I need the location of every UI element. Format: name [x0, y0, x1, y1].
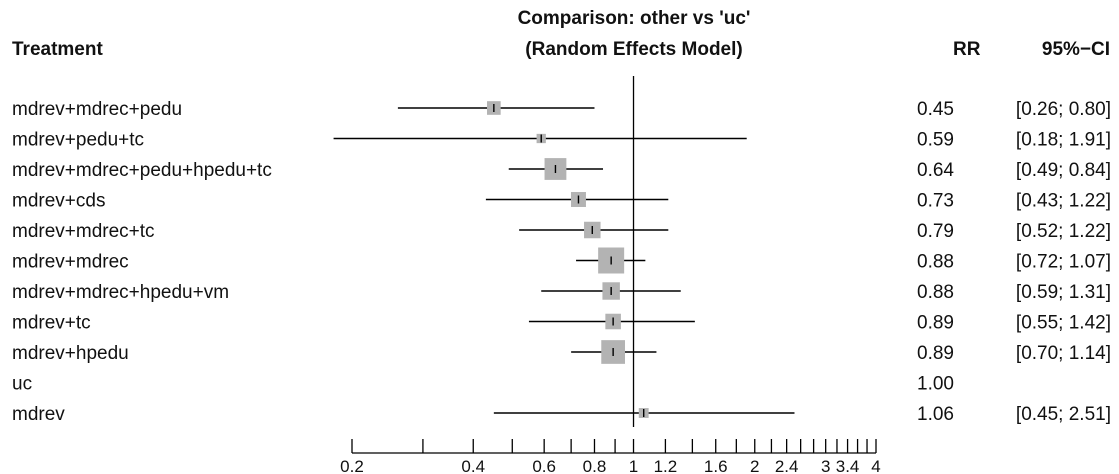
ci-value: [0.18; 1.91]	[1016, 130, 1111, 151]
forest-row: mdrev+pedu+tc 0.59 [0.18; 1.91]	[12, 130, 1111, 151]
x-tick-label: 0.6	[532, 457, 556, 474]
x-tick-label: 3	[821, 457, 830, 474]
x-tick-label: 0.4	[461, 457, 485, 474]
ci-value: [0.49; 0.84]	[1016, 160, 1111, 181]
rr-value: 0.73	[917, 191, 954, 212]
forest-row: mdrev+mdrec+tc 0.79 [0.52; 1.22]	[12, 221, 1111, 242]
ci-column-header: 95%−CI	[1042, 39, 1110, 60]
rr-value: 0.79	[917, 221, 954, 242]
forest-row: mdrev+mdrec 0.88 [0.72; 1.07]	[12, 247, 1111, 274]
treatment-label: mdrev+mdrec	[12, 252, 129, 273]
treatment-label: mdrev+hpedu	[12, 343, 129, 364]
treatment-label: mdrev+cds	[12, 191, 105, 212]
ci-value: [0.45; 2.51]	[1016, 404, 1111, 425]
ci-value: [0.52; 1.22]	[1016, 221, 1111, 242]
rr-value: 1.00	[917, 374, 954, 395]
rr-value: 1.06	[917, 404, 954, 425]
rr-value: 0.89	[917, 313, 954, 334]
ci-value: [0.70; 1.14]	[1016, 343, 1111, 364]
forest-row: mdrev+mdrec+hpedu+vm 0.88 [0.59; 1.31]	[12, 282, 1111, 303]
x-tick-label: 0.2	[340, 457, 364, 474]
treatment-label: uc	[12, 374, 32, 395]
rr-value: 0.88	[917, 282, 954, 303]
treatment-column-header: Treatment	[12, 39, 103, 60]
treatment-label: mdrev+mdrec+pedu+hpedu+tc	[12, 160, 272, 181]
treatment-label: mdrev	[12, 404, 65, 425]
x-tick-label: 1	[629, 457, 638, 474]
forest-rows: mdrev+mdrec+pedu 0.45 [0.26; 0.80] mdrev+pe…	[12, 76, 1111, 427]
ci-value: [0.55; 1.42]	[1016, 313, 1111, 334]
x-tick-label: 2	[750, 457, 759, 474]
x-tick-label: 1.2	[654, 457, 678, 474]
treatment-label: mdrev+mdrec+pedu	[12, 99, 182, 120]
x-tick-label: 3.4	[836, 457, 860, 474]
forest-row: mdrev+hpedu 0.89 [0.70; 1.14]	[12, 340, 1111, 364]
chart-title-line1: Comparison: other vs 'uc'	[518, 8, 751, 29]
treatment-label: mdrev+pedu+tc	[12, 130, 144, 151]
treatment-label: mdrev+tc	[12, 313, 91, 334]
rr-value: 0.64	[917, 160, 954, 181]
x-axis: 0.2 0.4 0.6 0.8 1 1.2 1.6 2 2.4 3 3.4 4	[340, 439, 881, 474]
forest-row: mdrev 1.06 [0.45; 2.51]	[12, 404, 1111, 425]
rr-value: 0.88	[917, 252, 954, 273]
treatment-label: mdrev+mdrec+hpedu+vm	[12, 282, 229, 303]
forest-row: mdrev+tc 0.89 [0.55; 1.42]	[12, 313, 1111, 334]
ci-value: [0.26; 0.80]	[1016, 99, 1111, 120]
forest-row: mdrev+mdrec+pedu 0.45 [0.26; 0.80]	[12, 99, 1111, 120]
rr-value: 0.45	[917, 99, 954, 120]
rr-value: 0.89	[917, 343, 954, 364]
treatment-label: mdrev+mdrec+tc	[12, 221, 155, 242]
chart-title-line2: (Random Effects Model)	[525, 39, 742, 60]
x-tick-label: 0.8	[583, 457, 607, 474]
forest-row: uc 1.00	[12, 374, 954, 395]
x-tick-label: 4	[871, 457, 880, 474]
rr-column-header: RR	[953, 39, 981, 60]
ci-value: [0.59; 1.31]	[1016, 282, 1111, 303]
forest-row: mdrev+cds 0.73 [0.43; 1.22]	[12, 191, 1111, 212]
x-tick-label: 2.4	[775, 457, 799, 474]
forest-row: mdrev+mdrec+pedu+hpedu+tc 0.64 [0.49; 0.84…	[12, 158, 1111, 181]
ci-value: [0.43; 1.22]	[1016, 191, 1111, 212]
rr-value: 0.59	[917, 130, 954, 151]
ci-value: [0.72; 1.07]	[1016, 252, 1111, 273]
x-tick-label: 1.6	[704, 457, 728, 474]
